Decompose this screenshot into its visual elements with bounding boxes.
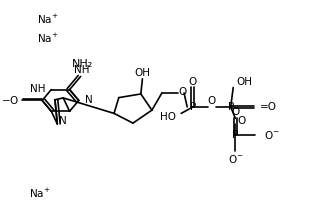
Text: $-$O: $-$O [1,94,19,106]
Text: Na$^{+}$: Na$^{+}$ [29,187,50,200]
Text: NH: NH [75,65,90,75]
Text: Na$^{+}$: Na$^{+}$ [37,13,59,26]
Text: O: O [231,107,240,117]
Text: O: O [208,96,216,106]
Text: P: P [232,130,239,140]
Text: P: P [228,102,234,112]
Text: O: O [238,116,246,126]
Text: OH: OH [236,77,252,87]
Text: HO: HO [159,112,176,122]
Text: NH: NH [30,84,46,94]
Text: =O: =O [260,102,277,112]
Text: OH: OH [134,68,150,78]
Text: O: O [189,77,197,87]
Text: O$^{-}$: O$^{-}$ [264,129,280,141]
Text: O: O [178,87,186,97]
Text: N: N [85,95,93,105]
Text: NH₂: NH₂ [72,59,93,68]
Text: P: P [190,102,196,112]
Text: N: N [59,116,67,125]
Text: O$^{-}$: O$^{-}$ [228,153,243,165]
Text: Na$^{+}$: Na$^{+}$ [37,32,59,45]
